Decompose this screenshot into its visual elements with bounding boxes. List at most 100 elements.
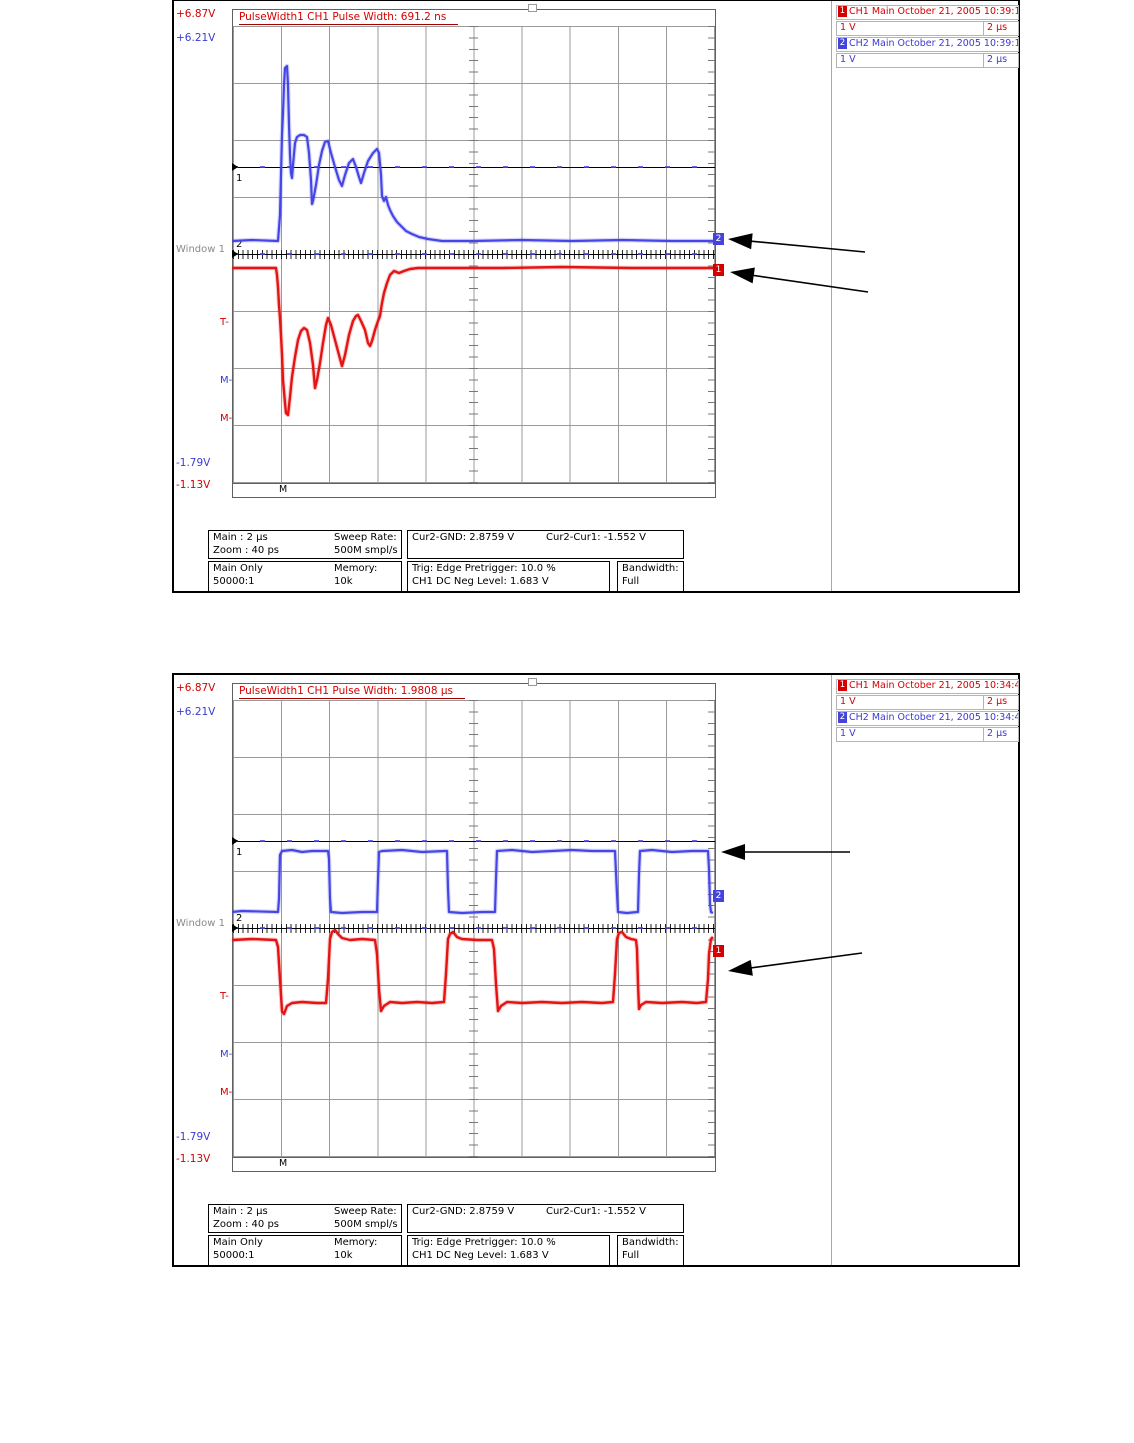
main-timebase-strip: M [233, 483, 715, 497]
bandwidth-value: Full [622, 576, 640, 587]
main-timebase-strip: M [233, 1157, 715, 1171]
voltage-label-bottom-red: -1.13V [176, 1153, 211, 1165]
bandwidth-label: Bandwidth: [622, 1237, 679, 1248]
cursor-readout-box: Cur2-GND: 2.8759 V Cur2-Cur1: -1.552 V [407, 530, 684, 559]
voltage-label-top-red: +6.87V [176, 8, 216, 20]
acquisition-box: Main Only 50000:1 Memory: 10k [208, 1235, 402, 1266]
axis2-number: 2 [236, 239, 243, 250]
ch1-zero-axis [232, 163, 715, 172]
waveform-traces [232, 63, 713, 418]
waveform-traces [232, 847, 714, 1017]
ch1-info-text: CH1 Main October 21, 2005 10:34:47 [849, 680, 1019, 691]
axis1-number: 1 [236, 173, 243, 184]
ch1-badge: 1 [838, 680, 847, 691]
ch2-time-per-div: 2 µs [983, 728, 1007, 741]
axis2-number: 2 [236, 913, 243, 924]
ch1-info-row: 1 CH1 Main October 21, 2005 10:34:47 [836, 679, 1019, 694]
memory-label: Memory: [334, 563, 378, 574]
trigger-settings-line1: Trig: Edge Pretrigger: 10.0 % [412, 1237, 556, 1248]
display-mode: Main Only [213, 563, 263, 574]
bandwidth-value: Full [622, 1250, 640, 1261]
window-time-axis [232, 250, 715, 259]
top-border-notch [528, 4, 537, 12]
ch1-volts-per-div: 1 V [840, 696, 856, 707]
ch2-info-row: 2 CH2 Main October 21, 2005 10:34:47 [836, 711, 1019, 726]
ch2-volts-per-div: 1 V [840, 54, 856, 65]
ch2-trace [232, 64, 713, 243]
panel-separator-line [831, 1, 832, 591]
axis-pointer-icon [232, 837, 238, 845]
oscilloscope-screenshot: +6.87V +6.21V -1.79V -1.13V Window 1 T- … [172, 0, 1020, 593]
ch1-scale-row: 1 V 2 µs [836, 21, 1019, 36]
marker-level-blue: M- [220, 1049, 233, 1060]
voltage-label-bottom-red: -1.13V [176, 479, 211, 491]
pulse-width-measurement-title: PulseWidth1 CH1 Pulse Width: 691.2 ns [239, 11, 459, 25]
ch1-zero-axis [232, 837, 715, 846]
axis-pointer-icon [232, 250, 238, 258]
trigger-level-marker: T- [220, 317, 229, 328]
oscilloscope-screenshot: +6.87V +6.21V -1.79V -1.13V Window 1 T- … [172, 673, 1020, 1267]
zoom-timebase: Zoom : 40 ps [213, 545, 280, 556]
window1-label: Window 1 [176, 244, 225, 255]
callout-arrowhead-icon [728, 233, 753, 250]
voltage-label-top-red: +6.87V [176, 682, 216, 694]
cursor2-gnd-readout: Cur2-GND: 2.8759 V [412, 1206, 515, 1217]
cursor2-cursor1-readout: Cur2-Cur1: -1.552 V [546, 532, 646, 543]
attenuation-ratio: 50000:1 [213, 576, 255, 587]
ch1-trace [232, 265, 713, 417]
ch2-time-per-div: 2 µs [983, 54, 1007, 67]
ch2-info-text: CH2 Main October 21, 2005 10:34:47 [849, 712, 1019, 723]
callout-arrows [728, 233, 869, 293]
bandwidth-label: Bandwidth: [622, 563, 679, 574]
ch1-time-per-div: 2 µs [983, 22, 1007, 35]
sweep-rate-value: 500M smpl/s [334, 1219, 398, 1230]
channel-info-panel: 1 CH1 Main October 21, 2005 10:34:47 1 V … [836, 679, 1019, 743]
window-time-axis [232, 924, 715, 933]
voltage-label-top-blue: +6.21V [176, 32, 216, 44]
trigger-box: Trig: Edge Pretrigger: 10.0 % CH1 DC Neg… [407, 561, 610, 592]
ch1-info-text: CH1 Main October 21, 2005 10:39:19 [849, 6, 1019, 17]
ch2-scale-row: 1 V 2 µs [836, 727, 1019, 742]
memory-value: 10k [334, 1250, 353, 1261]
voltage-label-top-blue: +6.21V [176, 706, 216, 718]
waveform-plot: PulseWidth1 CH1 Pulse Width: 691.2 ns 1 … [232, 4, 716, 498]
ch2-info-text: CH2 Main October 21, 2005 10:39:19 [849, 38, 1019, 49]
ch2-badge: 2 [838, 38, 847, 49]
trace-badge-ch2: 2 [713, 233, 724, 245]
callout-arrow-line [741, 239, 866, 253]
ch1-scale-row: 1 V 2 µs [836, 695, 1019, 710]
ch1-info-row: 1 CH1 Main October 21, 2005 10:39:19 [836, 5, 1019, 20]
acquisition-box: Main Only 50000:1 Memory: 10k [208, 561, 402, 592]
memory-value: 10k [334, 576, 353, 587]
pulse-width-measurement-title: PulseWidth1 CH1 Pulse Width: 1.9808 µs [239, 685, 466, 699]
ch1-time-per-div: 2 µs [983, 696, 1007, 709]
axis-blue-dashes [233, 253, 715, 255]
memory-label: Memory: [334, 1237, 378, 1248]
zoom-timebase: Zoom : 40 ps [213, 1219, 280, 1230]
trace-badge-ch1: 1 [713, 264, 724, 276]
trigger-settings-line2: CH1 DC Neg Level: 1.683 V [412, 576, 549, 587]
callout-arrows [721, 844, 863, 976]
axis1-number: 1 [236, 847, 243, 858]
ch2-badge: 2 [838, 712, 847, 723]
trace-badge-ch2: 2 [713, 890, 724, 902]
timebase-box: Main : 2 µs Zoom : 40 ps Sweep Rate: 500… [208, 1204, 402, 1233]
ch1-trace [232, 928, 714, 1016]
bandwidth-box: Bandwidth: Full [617, 1235, 684, 1266]
panel-separator-line [831, 675, 832, 1265]
axis-pointer-icon [232, 163, 238, 171]
trigger-box: Trig: Edge Pretrigger: 10.0 % CH1 DC Neg… [407, 1235, 610, 1266]
top-border-notch [528, 678, 537, 686]
axis-blue-dashes [233, 927, 715, 929]
display-mode: Main Only [213, 1237, 263, 1248]
ch2-info-row: 2 CH2 Main October 21, 2005 10:39:19 [836, 37, 1019, 52]
ch1-badge: 1 [838, 6, 847, 17]
callout-arrow-line [743, 273, 869, 293]
marker-level-blue: M- [220, 375, 233, 386]
main-timebase: Main : 2 µs [213, 532, 268, 543]
axis-pointer-icon [232, 924, 238, 932]
trigger-level-marker: T- [220, 991, 229, 1002]
ch2-trace [232, 848, 714, 915]
cursor2-cursor1-readout: Cur2-Cur1: -1.552 V [546, 1206, 646, 1217]
cursor-readout-box: Cur2-GND: 2.8759 V Cur2-Cur1: -1.552 V [407, 1204, 684, 1233]
